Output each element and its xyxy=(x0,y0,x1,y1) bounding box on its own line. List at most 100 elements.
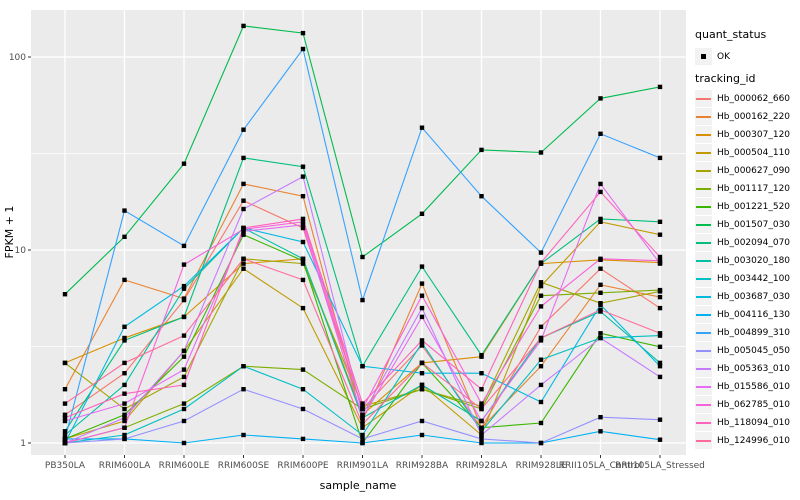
data-point xyxy=(300,194,306,199)
data-point xyxy=(419,264,425,269)
y-tick-label: 1 xyxy=(20,439,26,449)
legend-line-key-icon xyxy=(695,342,712,359)
data-point xyxy=(538,283,544,289)
legend-line-key-icon xyxy=(695,432,712,449)
legend-item-Hb_002094_070: Hb_002094_070 xyxy=(695,234,790,251)
data-point xyxy=(479,406,484,412)
data-point xyxy=(181,161,187,166)
data-point xyxy=(598,302,603,307)
data-point xyxy=(657,364,663,369)
legend: quant_status OK tracking_id Hb_000062_66… xyxy=(693,0,800,500)
legend-item-Hb_015586_010: Hb_015586_010 xyxy=(695,378,790,395)
data-point xyxy=(538,420,544,426)
legend-line-key-icon xyxy=(695,378,712,395)
x-tick-label: RRIM928LE xyxy=(516,461,567,471)
legend-line-key-icon xyxy=(695,306,712,323)
data-point xyxy=(598,429,603,434)
x-tick-label: RRIM928BA xyxy=(396,461,449,471)
data-point xyxy=(360,406,365,412)
data-point xyxy=(300,46,306,52)
data-point xyxy=(122,436,127,442)
data-point xyxy=(479,353,484,358)
data-point xyxy=(419,314,425,320)
legend-item-label: Hb_118094_010 xyxy=(717,417,791,428)
legend-item-label: Hb_000162_220 xyxy=(717,111,791,122)
data-point xyxy=(419,305,425,311)
data-point xyxy=(598,96,603,101)
data-point xyxy=(181,296,187,301)
legend-item-Hb_118094_010: Hb_118094_010 xyxy=(695,414,790,431)
data-point xyxy=(657,84,663,90)
legend-item-Hb_005045_050: Hb_005045_050 xyxy=(695,342,790,359)
data-point xyxy=(181,382,187,388)
y-tick-label: 10 xyxy=(15,246,27,256)
data-point xyxy=(241,364,246,369)
data-point xyxy=(657,331,663,336)
data-point xyxy=(122,371,127,376)
data-point xyxy=(181,406,187,412)
data-point xyxy=(360,422,365,427)
data-point xyxy=(122,412,127,417)
y-tick-label: 100 xyxy=(9,53,26,63)
legend-item-Hb_001117_120: Hb_001117_120 xyxy=(695,180,790,197)
data-point xyxy=(300,222,306,227)
data-point xyxy=(241,155,246,161)
legend-item-label: Hb_000627_090 xyxy=(717,165,791,176)
data-point xyxy=(419,432,425,438)
data-point xyxy=(598,290,603,295)
data-point xyxy=(181,367,187,372)
data-point xyxy=(181,286,187,291)
data-point xyxy=(181,283,187,289)
legend-line-key-icon xyxy=(695,252,712,269)
x-tick-label: RRIM901LA xyxy=(337,461,389,471)
legend-item-ok: OK xyxy=(695,48,730,65)
data-point xyxy=(479,387,484,392)
legend-item-Hb_003687_030: Hb_003687_030 xyxy=(695,288,790,305)
data-point xyxy=(419,371,425,376)
data-point xyxy=(657,417,663,422)
x-tick-label: RRII105LA_Control xyxy=(559,461,642,471)
data-point xyxy=(241,256,246,261)
data-point xyxy=(479,371,484,376)
legend-item-label: Hb_000504_110 xyxy=(717,147,791,158)
data-point xyxy=(598,181,603,187)
data-point xyxy=(62,412,68,417)
data-point xyxy=(419,387,425,392)
data-point xyxy=(538,399,544,405)
data-point xyxy=(122,234,127,239)
data-point xyxy=(300,174,306,179)
legend-tracking-id-title: tracking_id xyxy=(695,72,756,85)
data-point xyxy=(241,225,246,231)
data-point xyxy=(122,324,127,329)
data-point xyxy=(360,404,365,409)
legend-item-Hb_000162_220: Hb_000162_220 xyxy=(695,108,790,125)
data-point xyxy=(657,360,663,366)
axis-tick-marks xyxy=(28,56,661,458)
data-point xyxy=(657,155,663,161)
data-point xyxy=(122,208,127,213)
data-point xyxy=(241,23,246,29)
data-point xyxy=(241,127,246,132)
data-point xyxy=(598,415,603,420)
data-point xyxy=(360,440,365,446)
legend-item-label: Hb_003020_180 xyxy=(717,255,791,266)
data-point xyxy=(122,415,127,420)
data-point xyxy=(241,206,246,212)
data-point xyxy=(419,125,425,130)
data-point xyxy=(657,232,663,237)
data-point xyxy=(300,367,306,372)
legend-item-Hb_003020_180: Hb_003020_180 xyxy=(695,252,790,269)
data-point xyxy=(657,437,663,442)
y-axis-tick-labels: 1 10 100 xyxy=(9,53,26,449)
data-point xyxy=(538,357,544,362)
legend-line-key-icon xyxy=(695,288,712,305)
data-points xyxy=(62,23,663,446)
data-point xyxy=(657,261,663,266)
data-point xyxy=(598,282,603,287)
legend-item-label: Hb_001507_030 xyxy=(717,219,791,230)
data-point xyxy=(300,305,306,311)
data-point xyxy=(122,391,127,396)
data-point xyxy=(62,429,68,434)
data-point xyxy=(300,436,306,442)
